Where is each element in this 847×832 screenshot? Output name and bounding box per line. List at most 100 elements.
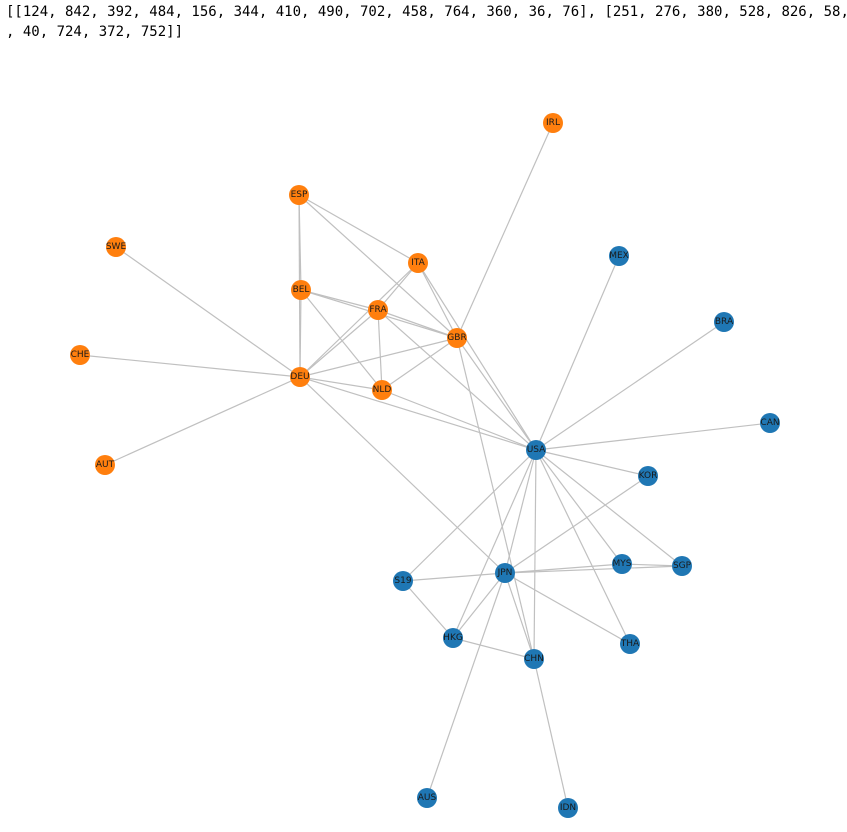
edge-ita-deu <box>299 262 419 378</box>
node-circle-irl <box>543 113 563 133</box>
edge-mex-usa <box>535 255 620 451</box>
edge-jpn-s19 <box>402 572 506 582</box>
node-label-idn: IDN <box>560 803 576 813</box>
node-hkg: HKG <box>443 628 463 648</box>
node-label-esp: ESP <box>291 190 308 200</box>
node-circle-esp <box>289 185 309 205</box>
node-circle-bel <box>291 280 311 300</box>
node-label-bra: BRA <box>715 317 734 327</box>
printed-output: [[124, 842, 392, 484, 156, 344, 410, 490… <box>6 2 847 42</box>
edge-nld-usa <box>381 389 537 451</box>
node-sgp: SGP <box>672 556 692 576</box>
node-bel: BEL <box>291 280 311 300</box>
node-tha: THA <box>620 634 640 654</box>
edge-bel-deu <box>299 289 302 378</box>
node-label-ita: ITA <box>411 258 425 268</box>
node-circle-bra <box>714 312 734 332</box>
node-label-mys: MYS <box>613 559 632 569</box>
edge-jpn-chn <box>504 572 535 660</box>
edge-fra-gbr <box>377 309 458 339</box>
edge-usa-s19 <box>402 449 537 582</box>
node-mex: MEX <box>609 246 629 266</box>
node-che: CHE <box>70 345 90 365</box>
node-circle-tha <box>620 634 640 654</box>
edge-bra-usa <box>535 321 725 451</box>
node-label-nld: NLD <box>373 385 392 395</box>
edge-jpn-aus <box>426 572 506 799</box>
edge-usa-sgp <box>535 449 683 567</box>
node-esp: ESP <box>289 185 309 205</box>
node-circle-chn <box>524 649 544 669</box>
node-circle-deu <box>290 367 310 387</box>
edge-usa-jpn <box>504 449 537 574</box>
node-s19: S19 <box>393 571 413 591</box>
node-usa: USA <box>526 440 546 460</box>
node-circle-kor <box>638 466 658 486</box>
edge-mys-sgp <box>621 563 683 567</box>
node-mys: MYS <box>612 554 632 574</box>
node-label-aut: AUT <box>96 460 115 470</box>
node-circle-s19 <box>393 571 413 591</box>
node-chn: CHN <box>524 649 544 669</box>
node-circle-fra <box>368 300 388 320</box>
node-bra: BRA <box>714 312 734 332</box>
edge-s19-hkg <box>402 580 454 639</box>
node-can: CAN <box>760 413 780 433</box>
node-circle-mex <box>609 246 629 266</box>
node-circle-ita <box>408 253 428 273</box>
printed-output-line-2: , 40, 724, 372, 752]] <box>6 24 184 40</box>
node-aut: AUT <box>95 455 115 475</box>
edge-ita-gbr <box>417 262 458 339</box>
node-circle-nld <box>372 380 392 400</box>
edge-fra-nld <box>377 309 383 391</box>
node-label-gbr: GBR <box>447 333 466 343</box>
edge-esp-gbr <box>298 194 458 339</box>
edge-bel-nld <box>300 289 383 391</box>
edge-che-deu <box>79 354 301 378</box>
edge-layer <box>79 122 771 809</box>
node-label-jpn: JPN <box>497 568 513 578</box>
printed-output-line-1: [[124, 842, 392, 484, 156, 344, 410, 490… <box>6 4 847 20</box>
edge-kor-jpn <box>504 475 649 574</box>
edge-jpn-tha <box>504 572 631 645</box>
node-circle-mys <box>612 554 632 574</box>
edge-can-usa <box>535 422 771 451</box>
node-circle-idn <box>558 798 578 818</box>
node-circle-usa <box>526 440 546 460</box>
edge-gbr-nld <box>381 337 458 391</box>
edge-gbr-chn <box>456 337 535 660</box>
edge-ita-fra <box>377 262 419 311</box>
edge-chn-idn <box>533 658 569 809</box>
edge-usa-mys <box>535 449 623 565</box>
node-label-irl: IRL <box>546 118 560 128</box>
edge-usa-tha <box>535 449 631 645</box>
edge-esp-ita <box>298 194 419 264</box>
node-label-kor: KOR <box>639 471 658 481</box>
node-jpn: JPN <box>495 563 515 583</box>
node-label-aus: AUS <box>418 793 437 803</box>
node-fra: FRA <box>368 300 388 320</box>
edge-hkg-chn <box>452 637 535 660</box>
node-circle-hkg <box>443 628 463 648</box>
node-circle-gbr <box>447 328 467 348</box>
node-label-mex: MEX <box>609 251 629 261</box>
node-label-tha: THA <box>620 639 640 649</box>
edge-fra-deu <box>299 309 379 378</box>
edge-usa-chn <box>533 449 537 660</box>
node-deu: DEU <box>290 367 310 387</box>
node-nld: NLD <box>372 380 392 400</box>
node-circle-can <box>760 413 780 433</box>
node-label-sgp: SGP <box>673 561 692 571</box>
node-circle-swe <box>106 237 126 257</box>
node-label-usa: USA <box>527 445 546 455</box>
node-aus: AUS <box>417 788 437 808</box>
node-circle-sgp <box>672 556 692 576</box>
node-label-chn: CHN <box>524 654 544 664</box>
edge-gbr-deu <box>299 337 458 378</box>
node-label-fra: FRA <box>369 305 387 315</box>
edge-deu-usa <box>299 376 537 451</box>
node-gbr: GBR <box>447 328 467 348</box>
node-label-s19: S19 <box>394 576 411 586</box>
node-irl: IRL <box>543 113 563 133</box>
